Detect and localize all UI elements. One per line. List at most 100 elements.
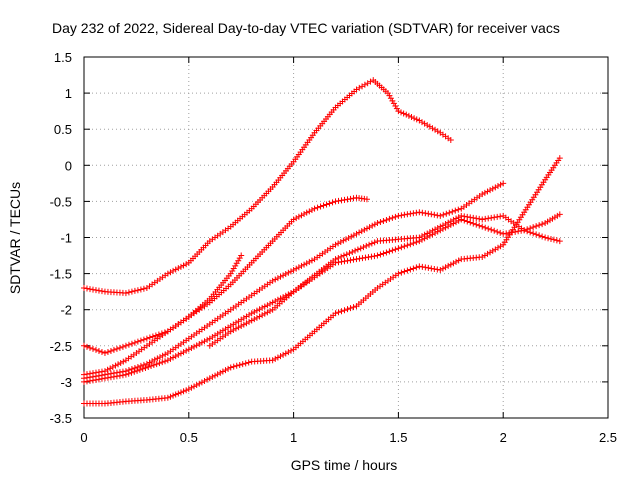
data-point <box>363 196 370 203</box>
data-point <box>497 229 504 236</box>
data-point <box>408 114 415 121</box>
data-point <box>353 256 360 263</box>
x-tick-label: 2.5 <box>599 430 617 445</box>
data-point <box>81 378 87 385</box>
data-point <box>116 344 123 351</box>
data-point <box>183 347 190 354</box>
data-point <box>497 181 504 188</box>
data-point <box>428 265 435 272</box>
data-point <box>235 257 242 264</box>
data-point <box>413 116 420 123</box>
data-point <box>393 105 400 112</box>
data-point <box>432 229 439 236</box>
data-point <box>230 327 237 334</box>
data-point <box>89 286 96 293</box>
data-point <box>421 120 428 127</box>
data-point <box>343 251 350 258</box>
data-point <box>110 346 117 353</box>
data-point <box>274 296 281 303</box>
data-point <box>290 266 297 273</box>
data-point <box>140 336 147 343</box>
data-point <box>238 252 245 259</box>
data-point <box>404 211 411 218</box>
data-point <box>159 359 166 366</box>
data-point <box>272 298 279 305</box>
data-point <box>196 340 203 347</box>
data-point <box>421 235 428 242</box>
series-arc-7 <box>81 155 563 407</box>
data-point <box>214 371 221 378</box>
data-point <box>390 100 397 107</box>
data-point <box>308 257 315 264</box>
data-point <box>437 227 444 234</box>
chart-title: Day 232 of 2022, Sidereal Day-to-day VTE… <box>52 20 560 36</box>
data-point <box>434 266 441 273</box>
data-point <box>145 363 152 370</box>
data-point <box>332 241 339 248</box>
data-point <box>120 358 127 365</box>
data-point <box>404 267 411 274</box>
data-point <box>225 324 232 331</box>
data-point <box>447 261 454 268</box>
axis-ticks: 0 0.5 1 1.5 2 2.5 -3.5 -3 -2.5 -2 -1.5 -1 -0.5 0 0.5 1 1… <box>50 50 617 445</box>
data-point <box>395 245 402 252</box>
data-point <box>533 231 540 238</box>
data-point <box>175 265 182 272</box>
data-point <box>473 221 480 228</box>
data-point <box>545 235 552 242</box>
data-point <box>524 226 531 233</box>
data-point <box>422 264 429 271</box>
data-point <box>236 255 243 262</box>
data-point <box>326 200 333 207</box>
data-point <box>473 215 480 222</box>
data-point <box>81 285 87 292</box>
data-point <box>347 305 354 312</box>
data-point <box>119 372 126 379</box>
data-point <box>308 206 315 213</box>
data-point <box>280 294 287 301</box>
data-point <box>369 222 376 229</box>
data-point <box>206 335 213 342</box>
data-point <box>143 335 150 342</box>
data-point <box>280 351 287 358</box>
data-point <box>149 358 156 365</box>
data-point <box>419 209 426 216</box>
data-point <box>556 238 563 245</box>
data-point <box>320 202 327 209</box>
data-point <box>146 334 153 341</box>
data-point <box>361 81 368 88</box>
data-point <box>191 343 198 350</box>
data-point <box>481 252 488 259</box>
data-point <box>371 253 378 260</box>
data-point <box>238 322 245 329</box>
data-point <box>383 249 390 256</box>
data-point <box>125 341 132 348</box>
data-point <box>332 198 339 205</box>
data-point <box>368 240 375 247</box>
data-point <box>280 272 287 279</box>
data-point <box>542 234 549 241</box>
data-point <box>539 221 546 228</box>
data-point <box>377 219 384 226</box>
data-point <box>341 307 348 314</box>
data-point <box>440 211 447 218</box>
data-point <box>363 225 370 232</box>
data-point <box>183 261 190 268</box>
data-point <box>146 359 153 366</box>
data-point <box>217 369 224 376</box>
data-point <box>156 360 163 367</box>
data-point <box>416 117 423 124</box>
data-point <box>386 248 393 255</box>
data-point <box>204 376 211 383</box>
data-point <box>484 250 491 257</box>
data-point <box>494 213 501 220</box>
data-point <box>246 311 253 318</box>
data-point <box>172 266 179 273</box>
data-point <box>400 110 407 117</box>
data-point <box>86 344 93 351</box>
data-point <box>240 315 247 322</box>
data-point <box>128 288 135 295</box>
data-point <box>467 219 474 226</box>
data-point <box>101 350 108 357</box>
data-point <box>206 375 213 382</box>
